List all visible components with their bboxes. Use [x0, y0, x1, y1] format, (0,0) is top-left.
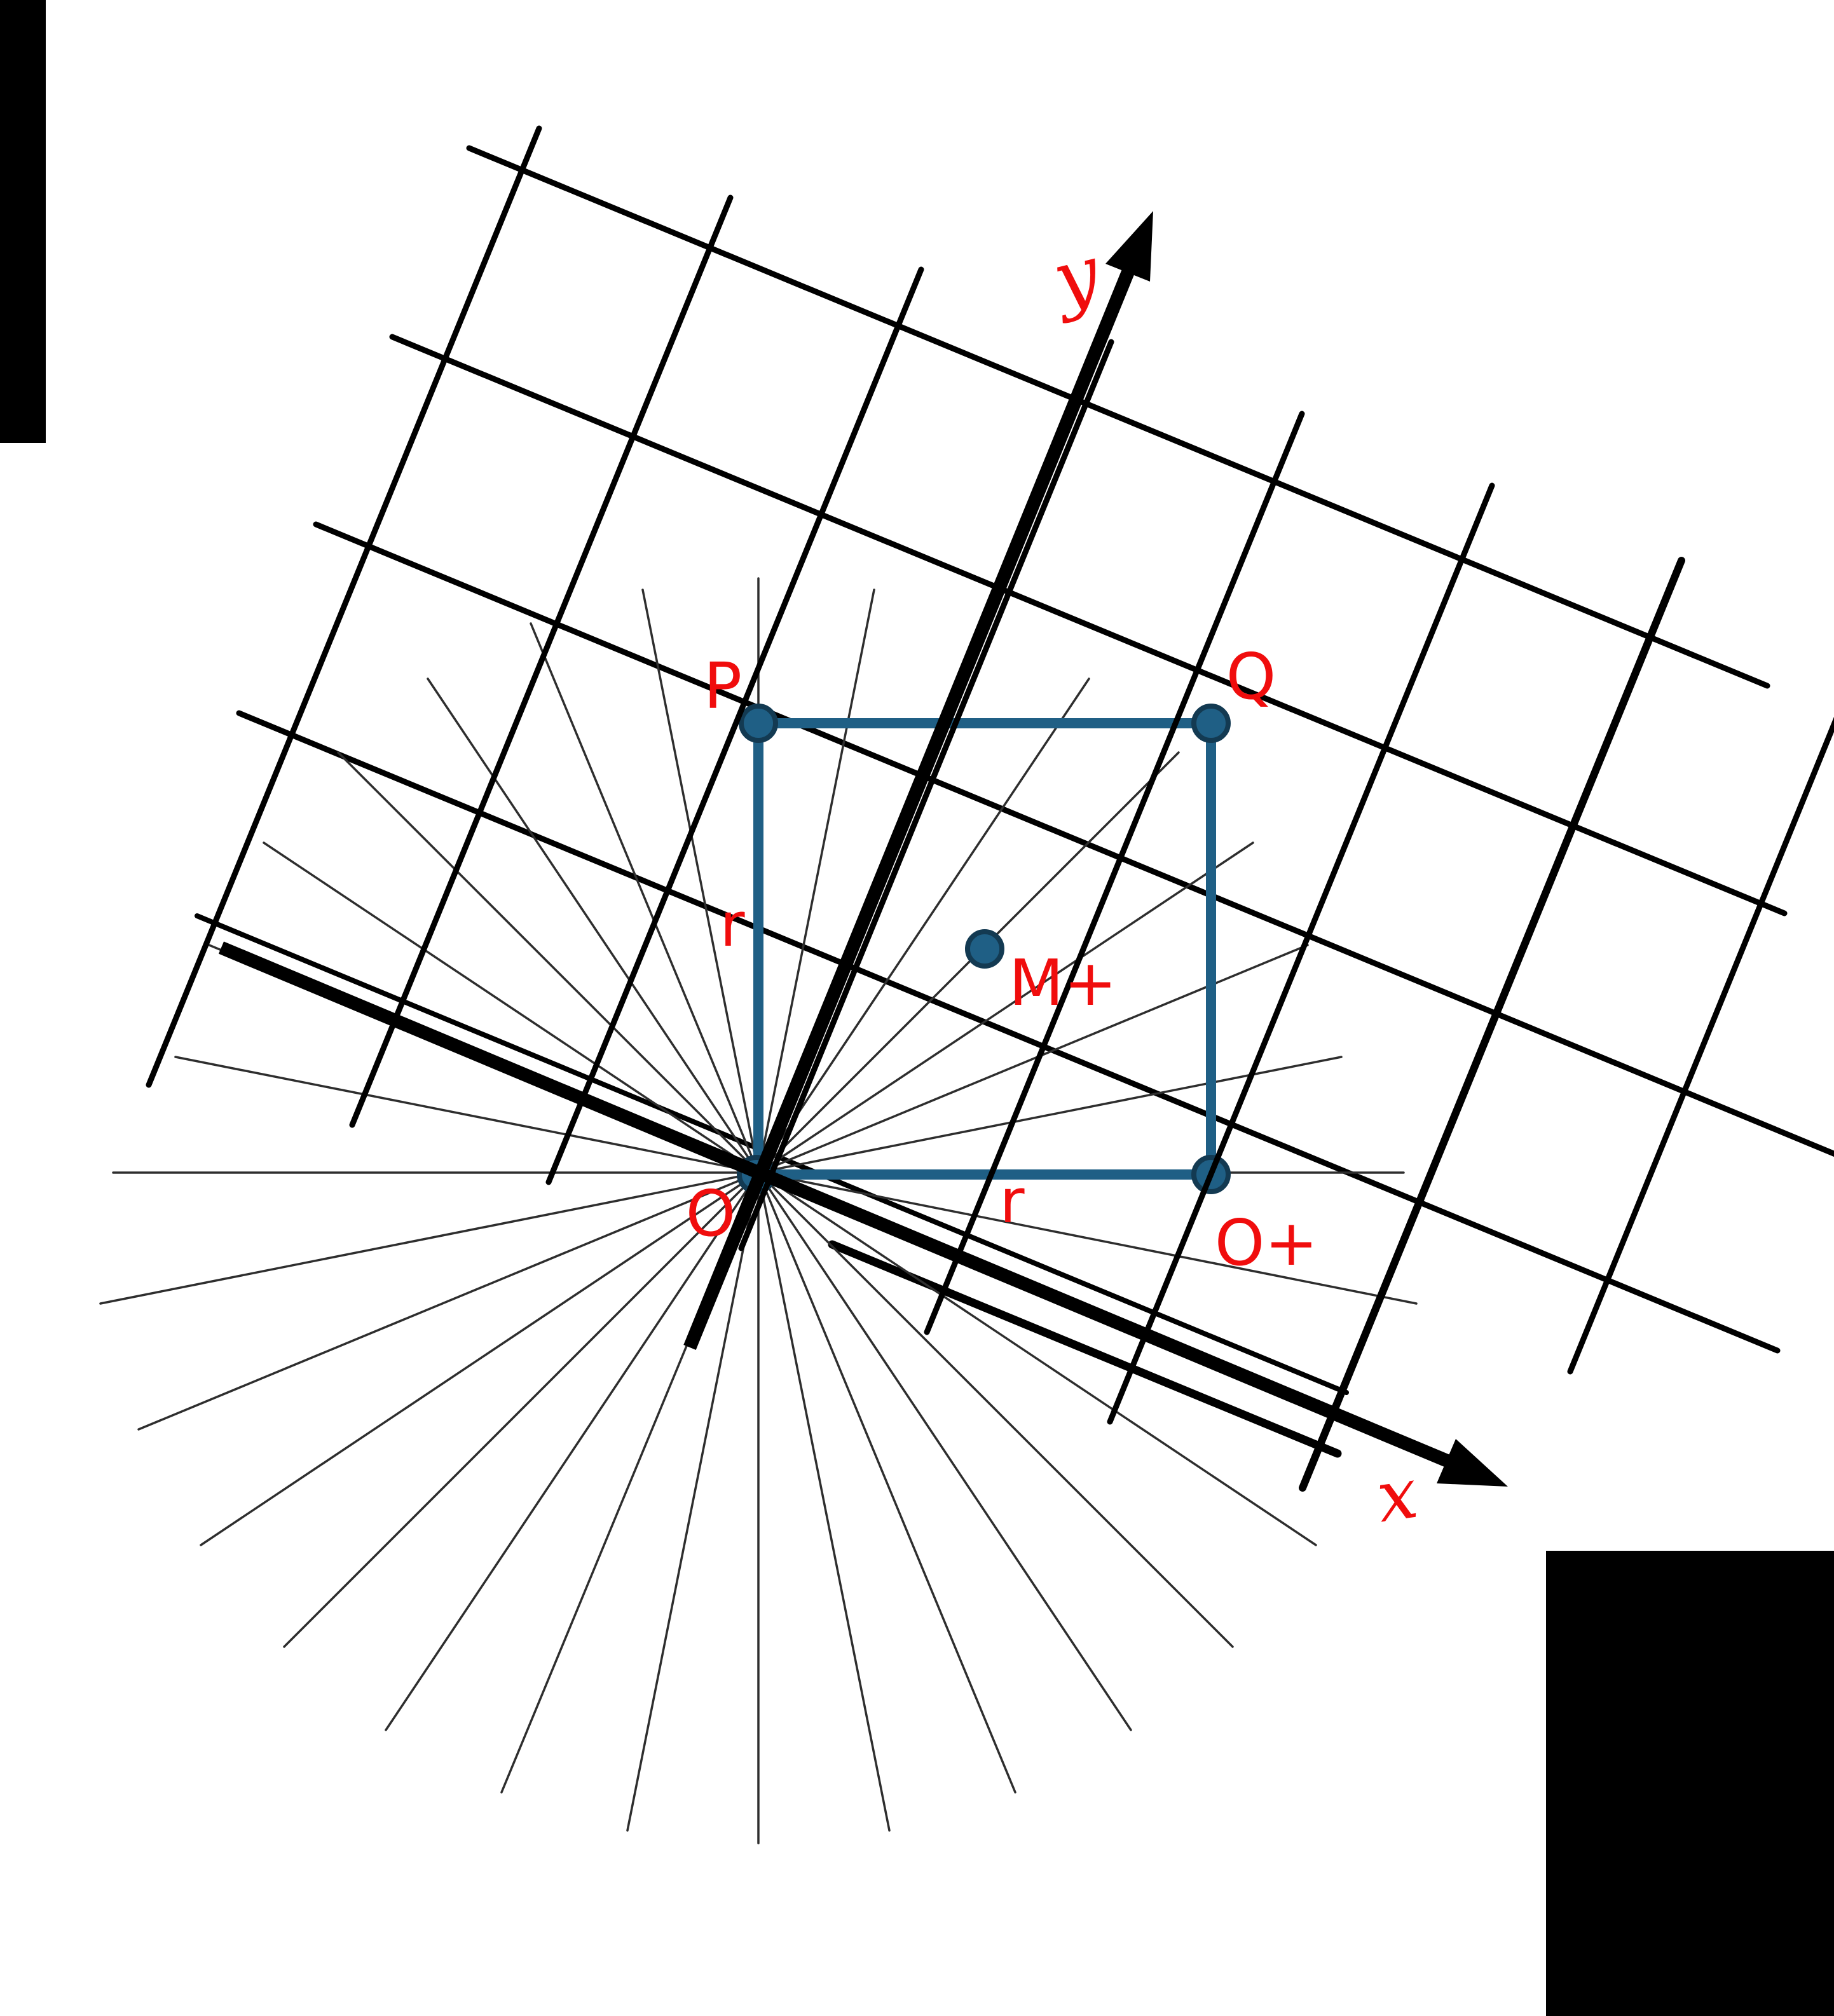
point-Q — [1191, 704, 1231, 743]
square-outline — [753, 718, 1216, 1180]
grid-line — [1107, 482, 1495, 1425]
grid-line — [389, 334, 1788, 916]
fan-ray — [757, 1171, 891, 1832]
fan-ray — [757, 678, 1090, 1174]
ray-fan — [99, 577, 1418, 1844]
grid-lines-steep — [146, 125, 1834, 1492]
grid-lines-shallow — [195, 145, 1834, 1458]
fan-ray — [757, 1171, 1317, 1546]
fan-ray — [530, 622, 760, 1174]
grid-line — [1299, 557, 1685, 1492]
redaction-bottom-right — [1546, 1551, 1834, 2016]
label-P: P — [704, 649, 742, 723]
fan-ray — [174, 1056, 760, 1174]
fan-ray — [137, 1171, 760, 1431]
grid-line — [146, 125, 542, 1088]
fan-ray — [757, 1171, 1234, 1648]
fan-ray — [757, 1056, 1343, 1174]
fan-ray — [427, 678, 760, 1174]
grid-line — [313, 521, 1834, 1157]
fan-ray — [99, 1171, 760, 1305]
point-M-plus — [965, 929, 1004, 969]
y-axis-arrowhead-icon — [1105, 211, 1153, 282]
fan-ray — [263, 841, 760, 1174]
grid-line — [924, 411, 1305, 1335]
grid-line — [545, 266, 924, 1185]
grid-line — [236, 710, 1781, 1354]
x-axis-line — [218, 941, 1453, 1468]
grid-line — [466, 145, 1770, 689]
grid-line — [1567, 716, 1834, 1375]
label-M-plus: M+ — [1009, 946, 1117, 1020]
fan-ray — [200, 1171, 760, 1546]
coordinate-axes — [218, 211, 1508, 1487]
fan-ray — [337, 751, 760, 1174]
redaction-top-left — [0, 0, 46, 443]
fan-ray — [757, 1171, 1418, 1305]
label-r-left: r — [720, 890, 745, 960]
point-P — [739, 704, 778, 743]
fan-ray — [757, 751, 1180, 1174]
fan-ray — [385, 1171, 760, 1731]
fan-ray — [757, 589, 875, 1174]
grid-line — [738, 339, 1114, 1251]
label-r-bottom: r — [999, 1167, 1025, 1237]
y-axis-line — [683, 259, 1139, 1350]
fan-ray — [626, 1171, 760, 1832]
label-O: O — [686, 1176, 736, 1251]
fan-ray — [757, 1171, 1132, 1731]
fan-ray — [757, 1171, 1016, 1794]
fan-ray — [641, 589, 760, 1174]
fan-ray — [283, 1171, 760, 1648]
x-axis-arrowhead-icon — [1437, 1439, 1508, 1487]
grid-line — [349, 194, 734, 1128]
label-Q: Q — [1226, 639, 1276, 714]
label-O-plus: O+ — [1215, 1206, 1318, 1280]
fan-ray — [757, 841, 1254, 1174]
square-OPQO — [753, 718, 1216, 1180]
